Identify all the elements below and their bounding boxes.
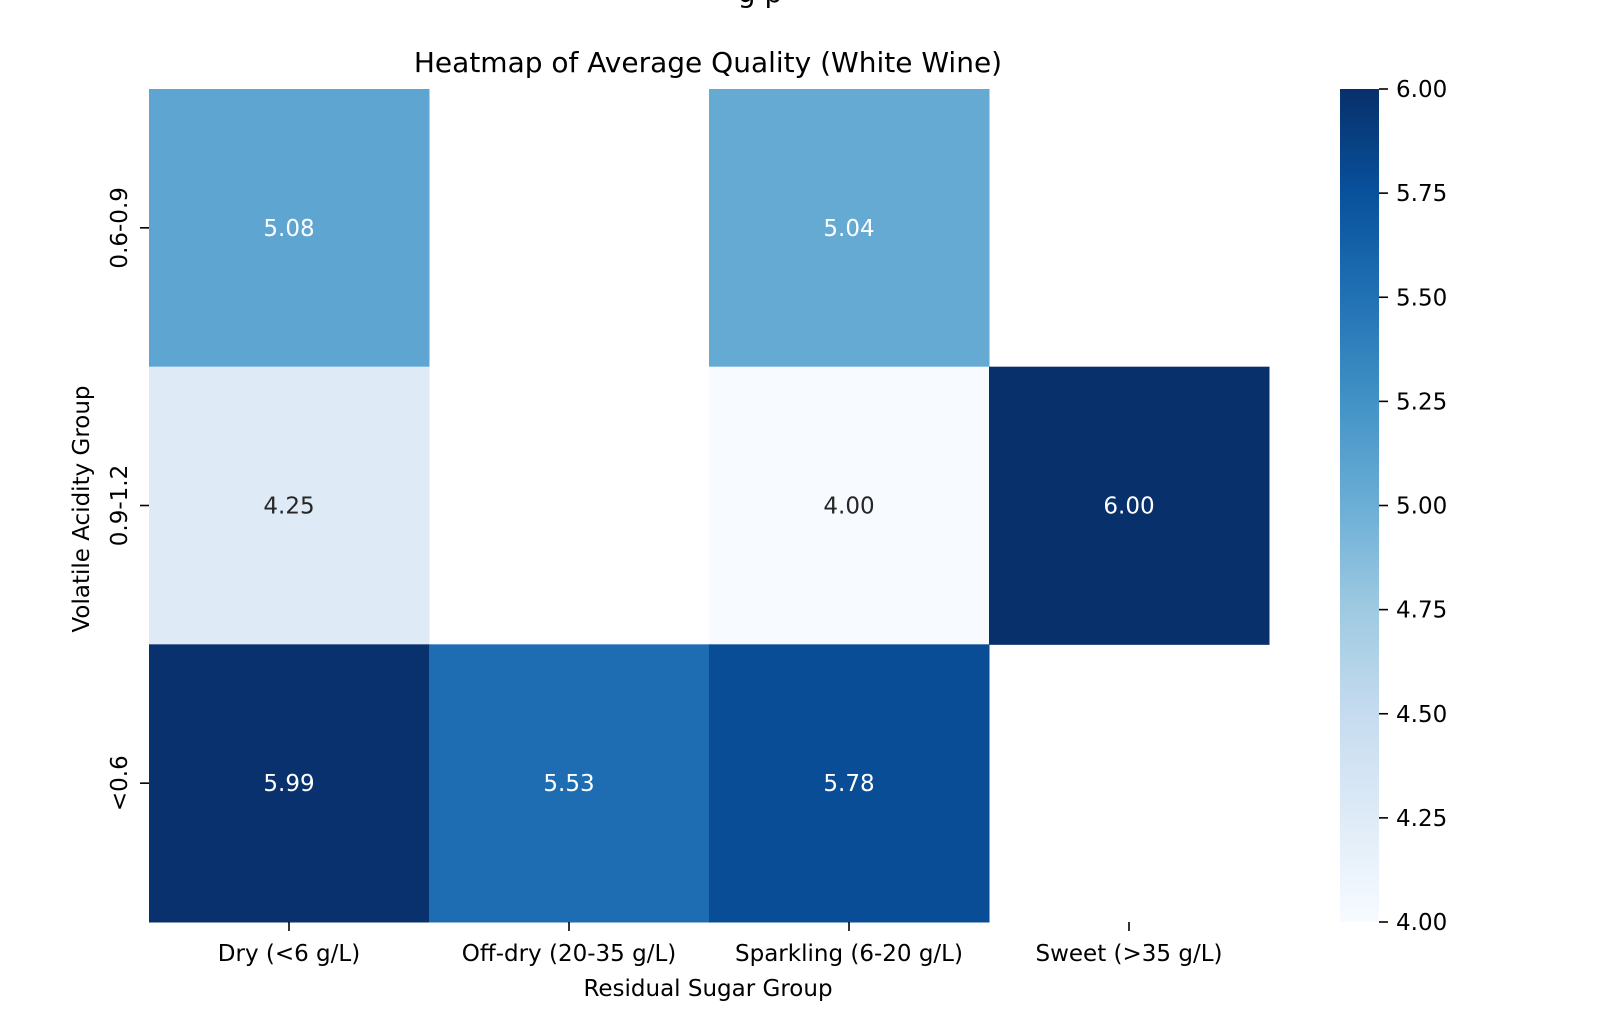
colorbar-tick-label: 5.25 [1396,389,1447,415]
y-tick-label: <0.6 [107,755,133,811]
heatmap-cell [989,366,1270,645]
colorbar-tick-label: 5.50 [1396,285,1447,311]
cell-value-label: 4.00 [823,494,874,520]
heatmap-cells: 5.08 5.04 4.25 4.00 6.00 5.99 5.53 5.78 [149,89,1270,923]
x-axis-label: Residual Sugar Group [583,976,832,1002]
cell-value-label: 5.08 [263,216,314,242]
heatmap-cell [149,366,430,645]
cell-value-label: 5.99 [263,771,314,797]
x-axis-ticks: Dry (<6 g/L) Off-dry (20-35 g/L) Sparkling… [218,922,1223,967]
heatmap-cell [709,89,990,368]
colorbar-tick-label: 4.00 [1396,910,1447,936]
top-partial-text: g p [738,0,782,9]
cell-value-label: 5.78 [823,771,874,797]
colorbar-ticks: 4.00 4.25 4.50 4.75 5.00 5.25 5.50 5.75 6.00 [1379,77,1447,936]
colorbar-tick-label: 5.75 [1396,181,1447,207]
colorbar-tick-label: 4.25 [1396,806,1447,832]
colorbar-tick-label: 5.00 [1396,494,1447,520]
x-tick-label: Sweet (>35 g/L) [1036,941,1223,967]
cell-value-label: 6.00 [1103,494,1154,520]
colorbar-tick-label: 4.50 [1396,702,1447,728]
x-tick-label: Off-dry (20-35 g/L) [462,941,676,967]
x-tick-label: Dry (<6 g/L) [218,941,360,967]
y-axis-label: Volatile Acidity Group [69,385,95,632]
x-tick-label: Sparkling (6-20 g/L) [735,941,963,967]
cell-value-label: 5.53 [543,771,594,797]
heatmap-cell [429,644,710,923]
cell-value-label: 4.25 [263,494,314,520]
colorbar [1340,89,1379,922]
colorbar-tick-label: 4.75 [1396,598,1447,624]
y-tick-label: 0.6-0.9 [107,187,133,268]
y-tick-label: 0.9-1.2 [107,465,133,546]
cell-value-label: 5.04 [823,216,874,242]
colorbar-tick-label: 6.00 [1396,77,1447,103]
heatmap-cell [149,89,430,368]
y-axis-ticks: 0.6-0.9 0.9-1.2 <0.6 [107,187,149,811]
heatmap-cell [709,644,990,923]
heatmap-cell [149,644,430,923]
heatmap-cell [709,366,990,645]
chart-title: Heatmap of Average Quality (White Wine) [414,46,1002,79]
